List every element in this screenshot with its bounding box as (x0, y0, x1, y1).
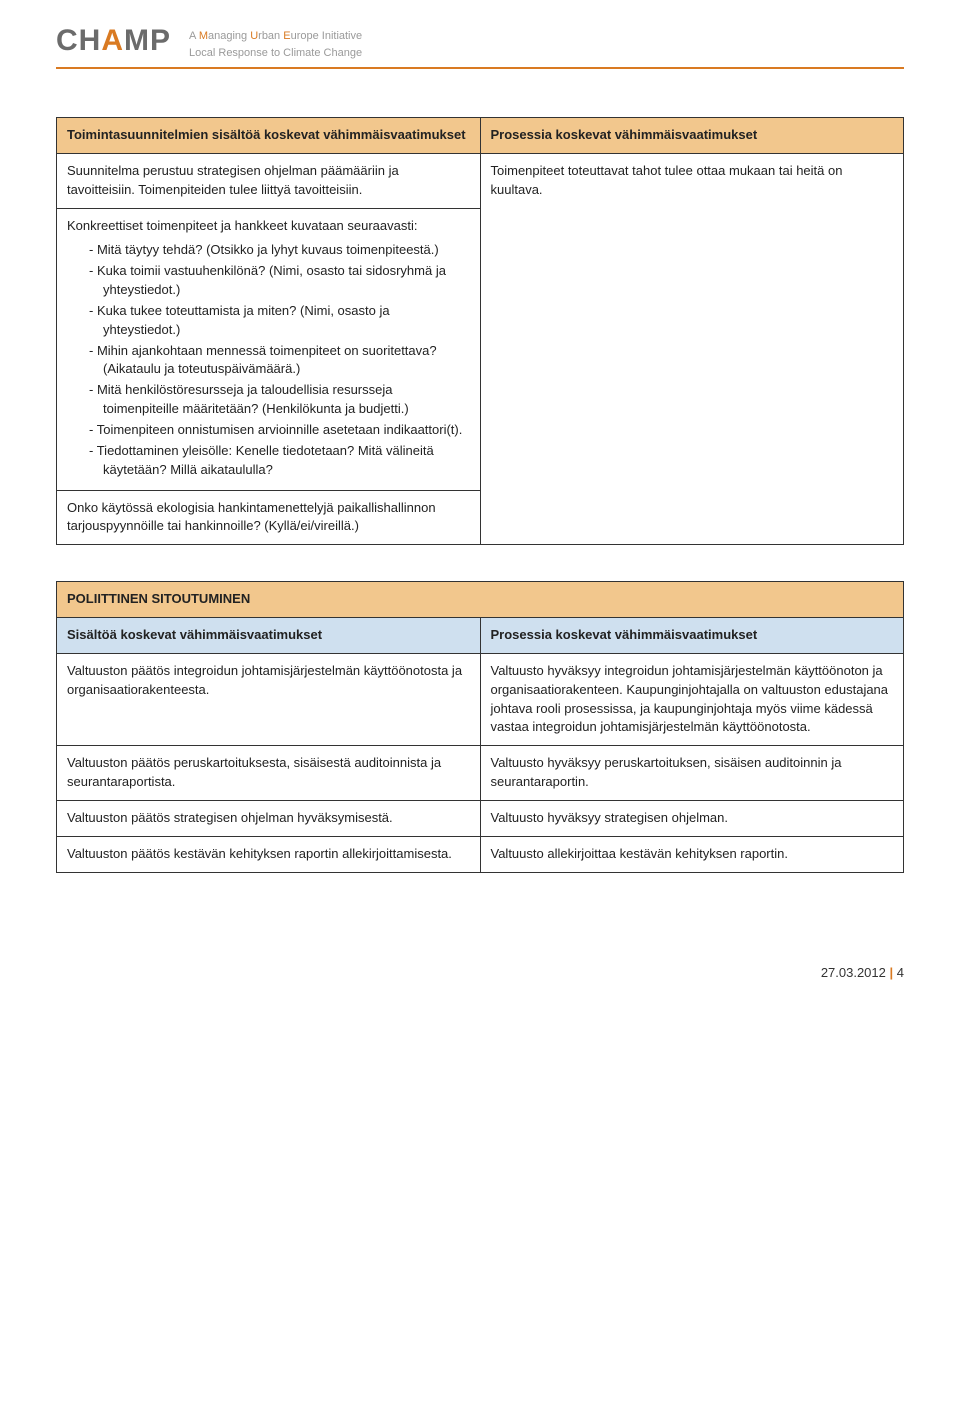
list-item: Kuka toimii vastuuhenkilönä? (Nimi, osas… (89, 262, 470, 300)
list-item: Toimenpiteen onnistumisen arvioinnille a… (89, 421, 470, 440)
requirements-table-1: Toimintasuunnitelmien sisältöä koskevat … (56, 117, 904, 545)
list-item: Tiedottaminen yleisölle: Kenelle tiedote… (89, 442, 470, 480)
t1-header-left: Toimintasuunnitelmien sisältöä koskevat … (57, 118, 481, 154)
logo-text-2: MP (124, 24, 171, 57)
t1-r1-right: Toimenpiteet toteuttavat tahot tulee ott… (480, 153, 904, 544)
footer-date: 27.03.2012 (821, 965, 886, 980)
footer-page: 4 (897, 965, 904, 980)
header-logo-row: CHAMP A Managing Urban Europe Initiative… (56, 24, 904, 61)
table-cell: Valtuuston päätös kestävän kehityksen ra… (57, 836, 481, 872)
table-cell: Valtuusto hyväksyy integroidun johtamisj… (480, 653, 904, 745)
logo-text-accent: A (101, 24, 124, 57)
list-item: Mitä henkilöstöresursseja ja taloudellis… (89, 381, 470, 419)
page-footer: 27.03.2012 | 4 (56, 909, 904, 980)
footer-divider: | (890, 965, 897, 980)
champ-logo: CHAMP (56, 24, 171, 58)
table-cell: Valtuuston päätös integroidun johtamisjä… (57, 653, 481, 745)
t2-sub-right: Prosessia koskevat vähimmäisvaatimukset (480, 618, 904, 654)
table-cell: Valtuuston päätös strategisen ohjelman h… (57, 800, 481, 836)
t1-header-right: Prosessia koskevat vähimmäisvaatimukset (480, 118, 904, 154)
t1-r2-list: Mitä täytyy tehdä? (Otsikko ja lyhyt kuv… (67, 241, 470, 479)
t2-sub-left: Sisältöä koskevat vähimmäisvaatimukset (57, 618, 481, 654)
header-divider (56, 67, 904, 69)
table-cell: Valtuuston päätös peruskartoituksesta, s… (57, 746, 481, 801)
t1-r3-left: Onko käytössä ekologisia hankintamenette… (57, 490, 481, 545)
requirements-table-2: POLIITTINEN SITOUTUMINEN Sisältöä koskev… (56, 581, 904, 872)
table-cell: Valtuusto allekirjoittaa kestävän kehity… (480, 836, 904, 872)
tagline: A Managing Urban Europe Initiative Local… (189, 24, 362, 61)
list-item: Mihin ajankohtaan mennessä toimenpiteet … (89, 342, 470, 380)
table-cell: Valtuusto hyväksyy strategisen ohjelman. (480, 800, 904, 836)
t2-section-title: POLIITTINEN SITOUTUMINEN (57, 582, 904, 618)
list-item: Kuka tukee toteuttamista ja miten? (Nimi… (89, 302, 470, 340)
t1-r2-left: Konkreettiset toimenpiteet ja hankkeet k… (57, 208, 481, 490)
t1-r2-intro: Konkreettiset toimenpiteet ja hankkeet k… (67, 218, 418, 233)
table-cell: Valtuusto hyväksyy peruskartoituksen, si… (480, 746, 904, 801)
t1-r1-left: Suunnitelma perustuu strategisen ohjelma… (57, 153, 481, 208)
list-item: Mitä täytyy tehdä? (Otsikko ja lyhyt kuv… (89, 241, 470, 260)
logo-text-1: CH (56, 24, 101, 57)
